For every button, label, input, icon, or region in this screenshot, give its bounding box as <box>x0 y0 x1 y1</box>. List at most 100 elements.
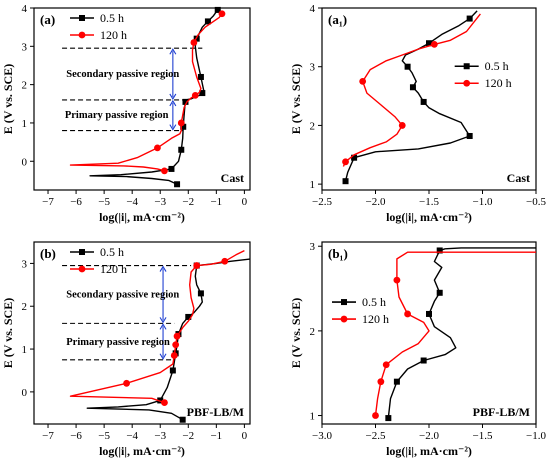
y-tick-label: 4 <box>310 3 316 15</box>
y-axis-label: E (V vs. SCE) <box>289 298 303 368</box>
data-point <box>426 310 432 317</box>
series-120-h <box>342 13 481 167</box>
data-point <box>342 178 349 185</box>
data-point <box>466 132 473 139</box>
legend-marker <box>78 31 86 39</box>
x-tick-label: −2.0 <box>366 196 386 208</box>
y-tick-label: 2 <box>310 120 316 132</box>
x-tick-label: −2.0 <box>419 430 439 442</box>
x-tick-label: −1 <box>210 430 222 442</box>
legend-entry: 120 h <box>485 76 512 90</box>
data-point <box>436 289 443 296</box>
legend-marker <box>78 265 86 273</box>
panel-b: −7 −6 −5 −4 −3 −2 −1 0 0 1 2 3 log(|i|, mA·cm⁻²) E (V… <box>1 241 251 458</box>
data-point <box>214 6 221 13</box>
data-point <box>409 84 416 91</box>
panel-label: (b₁) <box>328 246 348 261</box>
legend-marker <box>340 315 348 323</box>
panel-label: (a₁) <box>328 12 347 27</box>
data-point <box>420 357 427 364</box>
x-tick-label: −7 <box>42 430 54 442</box>
legend-marker <box>463 63 470 70</box>
legend-marker <box>341 299 347 306</box>
x-tick-label: −2.5 <box>366 430 386 442</box>
x-tick-label: −4 <box>126 196 138 208</box>
y-tick-label: 1 <box>22 118 28 130</box>
data-point <box>382 361 390 369</box>
legend: 0.5 h 120 h <box>332 295 389 326</box>
data-point <box>199 90 206 97</box>
x-tick-label: −2 <box>182 196 194 208</box>
y-tick-label: 1 <box>22 344 28 356</box>
data-point <box>359 77 367 85</box>
y-tick-label: 3 <box>22 41 28 53</box>
panel-a: −7 −6 −5 −4 −3 −2 −1 0 0 1 2 3 4 log(|i|, mA·cm⁻²) E (… <box>1 3 251 224</box>
arrow-head <box>169 48 177 55</box>
x-axis-label: log(|i|, mA·cm⁻²) <box>99 210 185 224</box>
panel-a1: −2.5 −2.0 −1.5 −1.0 −0.5 1 2 3 4 log(|i|, mA·cm⁻²… <box>289 3 546 224</box>
data-point <box>168 165 175 172</box>
arrow-head <box>169 124 177 131</box>
legend: 0.5 h 120 h <box>70 245 127 276</box>
corner-label: PBF-LB/M <box>187 405 244 419</box>
y-tick-label: 4 <box>22 3 28 15</box>
series-120-h <box>69 249 245 406</box>
data-point <box>191 91 199 99</box>
x-tick-label: −3.0 <box>312 430 332 442</box>
y-tick-label: 3 <box>310 62 316 74</box>
x-tick-label: −2 <box>182 430 194 442</box>
series-120-h <box>69 10 226 175</box>
data-point <box>193 262 201 269</box>
x-tick-label: −1.5 <box>473 430 493 442</box>
data-point <box>204 18 211 25</box>
y-tick-label: 3 <box>22 258 28 270</box>
data-point <box>185 313 192 320</box>
data-point <box>179 416 186 423</box>
x-tick-label: −2.5 <box>312 196 332 208</box>
data-point <box>197 73 204 80</box>
region-label: Secondary passive region <box>66 290 179 301</box>
legend-entry: 0.5 h <box>100 245 124 259</box>
x-tick-label: −7 <box>42 196 54 208</box>
x-tick-label: −4 <box>126 430 138 442</box>
panel-b1: −3.0 −2.5 −2.0 −1.5 −1.0 1 2 3 log(|i|, mA·cm⁻²)… <box>289 241 546 458</box>
x-axis-label: log(|i|, mA·cm⁻²) <box>99 444 185 458</box>
data-point <box>123 379 130 387</box>
data-point <box>178 146 185 153</box>
data-point <box>218 10 226 18</box>
region-label: Secondary passive region <box>66 69 179 80</box>
plot-frame <box>321 7 537 191</box>
plot-frame <box>33 241 251 425</box>
legend-marker <box>463 79 471 87</box>
plot-frame <box>33 7 251 191</box>
y-tick-label: 0 <box>22 387 28 399</box>
data-point <box>172 341 180 349</box>
x-tick-label: −6 <box>70 196 82 208</box>
x-tick-label: 0 <box>242 430 248 442</box>
y-axis-label: E (V vs. SCE) <box>1 298 15 368</box>
corner-label: Cast <box>221 171 244 185</box>
panel-label: (b) <box>40 246 56 261</box>
legend-entry: 120 h <box>100 28 127 42</box>
arrow-head <box>169 99 177 107</box>
arrow-head <box>169 93 177 101</box>
data-point <box>161 399 168 406</box>
y-tick-label: 1 <box>310 179 316 191</box>
arrow-head <box>159 317 167 324</box>
data-point <box>385 415 392 422</box>
data-point <box>221 257 229 265</box>
data-point <box>182 98 189 105</box>
data-point <box>173 332 181 340</box>
legend-marker <box>79 249 85 255</box>
data-point <box>197 290 204 297</box>
region-label: Primary passive region <box>65 110 169 121</box>
corner-label: PBF-LB/M <box>473 405 530 419</box>
data-point <box>393 378 400 385</box>
x-tick-label: −1.0 <box>526 430 546 442</box>
x-axis-label: log(|i|, mA·cm⁻²) <box>386 210 472 224</box>
x-tick-label: −6 <box>70 430 82 442</box>
series-0.5-h <box>385 247 536 422</box>
series-line <box>387 247 536 419</box>
